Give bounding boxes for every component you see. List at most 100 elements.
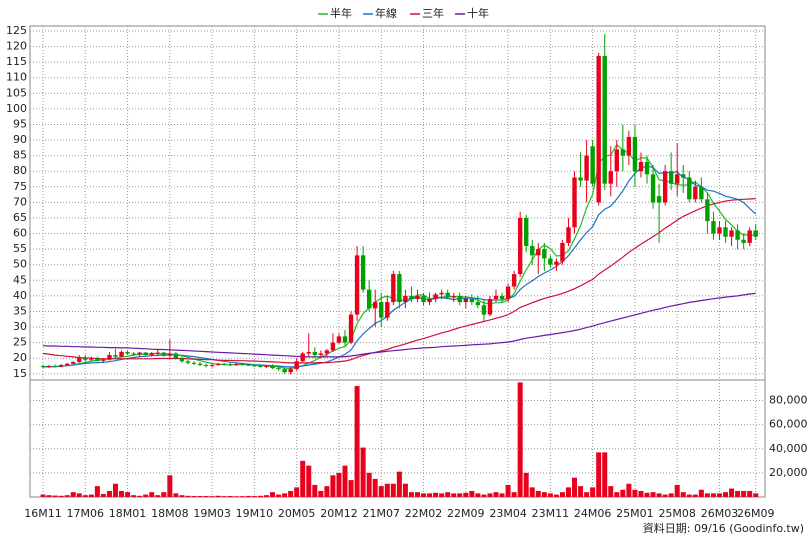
volume-bar (686, 494, 692, 497)
y-tick-label: 95 (13, 117, 27, 130)
volume-bar (668, 493, 674, 497)
volume-bar (547, 493, 553, 497)
volume-bar (698, 489, 704, 497)
volume-bar (318, 490, 324, 497)
volume-tick-label: 40,000 (769, 442, 808, 455)
candle-body (203, 365, 209, 367)
y-tick-label: 30 (13, 320, 27, 333)
candle-body (366, 289, 372, 309)
volume-bar (481, 494, 487, 497)
volume-bar (100, 493, 106, 497)
x-tick-label: 26M03 (701, 507, 739, 520)
y-tick-label: 125 (6, 24, 27, 37)
volume-bar (378, 486, 384, 497)
legend-label: 半年 (330, 6, 352, 20)
candle-body (717, 227, 722, 234)
candle-body (439, 292, 444, 295)
candle-body (46, 365, 52, 367)
candle-body (681, 174, 686, 178)
volume-bar (741, 490, 747, 497)
volume-bar (427, 493, 433, 497)
x-tick-label: 26M09 (737, 507, 775, 520)
candle-body (149, 353, 154, 356)
x-tick-label: 20M12 (320, 507, 358, 520)
candle-body (354, 255, 360, 315)
volume-bar (414, 492, 420, 497)
volume-bar (753, 493, 759, 497)
volume-bar (270, 492, 276, 497)
volume-bar (324, 486, 330, 497)
volume-bar (173, 493, 179, 497)
candle-body (385, 302, 390, 318)
candle-body (741, 239, 746, 243)
volume-bar (119, 490, 125, 497)
candle-body (620, 149, 626, 156)
candle-body (143, 352, 148, 356)
candle-body (40, 365, 46, 367)
volume-bar (94, 486, 100, 497)
volume-bar (638, 490, 644, 497)
volume-bar (143, 494, 149, 497)
volume-bar (578, 486, 584, 497)
ma-line (42, 198, 756, 364)
candle-body (572, 177, 577, 228)
candle-body (276, 368, 281, 370)
candle-body (524, 217, 529, 247)
volume-bar (704, 493, 710, 497)
volume-bar (463, 492, 469, 497)
candle-body (584, 155, 589, 181)
volume-bar (149, 492, 155, 497)
candle-body (753, 230, 758, 237)
volume-bar (723, 492, 729, 497)
y-tick-label: 105 (6, 86, 27, 99)
candle-body (330, 342, 336, 351)
volume-bar (330, 475, 336, 497)
legend-label: 年線 (375, 6, 397, 20)
volume-bar (457, 493, 463, 497)
candle-body (530, 246, 535, 256)
volume-bar (572, 477, 578, 497)
candle-body (626, 136, 632, 156)
candle-body (246, 364, 251, 366)
y-tick-label: 80 (13, 164, 27, 177)
candle-body (101, 359, 106, 361)
volume-bar (276, 494, 282, 497)
candle-body (155, 352, 160, 354)
volume-bar (354, 386, 360, 497)
candle-body (83, 358, 88, 360)
candle-body (602, 55, 607, 184)
volume-bar (106, 490, 112, 497)
volume-bar (559, 492, 565, 497)
y-tick-label: 85 (13, 149, 27, 162)
volume-bar (396, 471, 402, 497)
volume-tick-label: 60,000 (769, 418, 808, 431)
volume-bar (257, 495, 263, 497)
volume-bar (632, 489, 638, 497)
candle-body (318, 353, 324, 356)
candle-body (554, 261, 559, 265)
legend-label: 十年 (467, 6, 489, 20)
candle-body (415, 295, 420, 299)
x-tick-label: 20M05 (278, 507, 316, 520)
ma-line (42, 165, 757, 368)
volume-bar (433, 492, 439, 497)
candle-body (252, 365, 257, 367)
volume-bar (553, 494, 559, 497)
volume-bar (469, 490, 475, 497)
candle-body (125, 351, 130, 354)
volume-tick-label: 80,000 (769, 394, 808, 407)
volume-bar (535, 490, 541, 497)
candle-body (379, 302, 384, 318)
x-tick-label: 23M11 (532, 507, 570, 520)
volume-bar (602, 452, 608, 497)
volume-bar (390, 483, 396, 497)
candle-body (747, 230, 752, 243)
volume-bar (475, 493, 481, 497)
volume-bar (614, 492, 620, 497)
volume-bar (650, 492, 656, 497)
candle-body (71, 361, 76, 364)
candle-body (596, 55, 601, 203)
candle-body (348, 314, 354, 343)
candle-body (578, 177, 583, 181)
